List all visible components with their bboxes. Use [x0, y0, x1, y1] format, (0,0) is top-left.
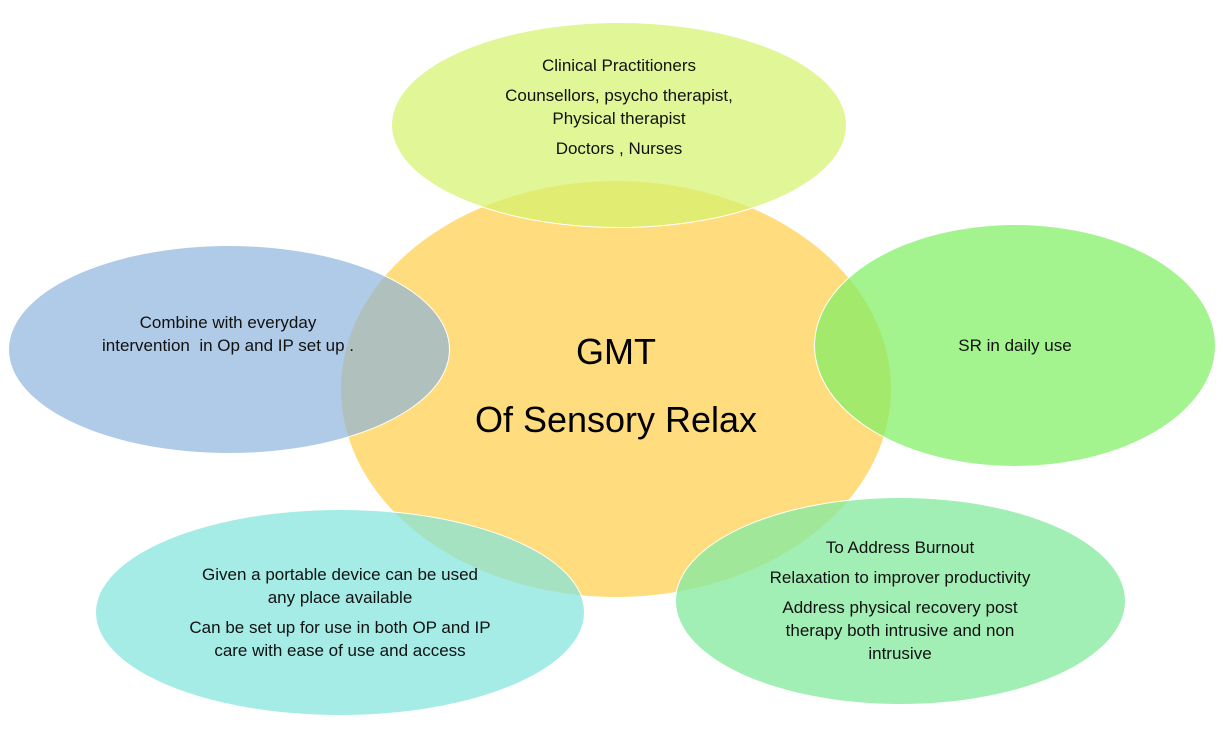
center-subtitle: Of Sensory Relax	[474, 399, 758, 440]
bottom-right-text-line: Relaxation to improver productivity	[769, 568, 1031, 587]
bottom-left-label: Given a portable device can be used any …	[120, 563, 560, 662]
bottom-left-ellipse-portable-device	[95, 509, 585, 716]
bottom-right-label: To Address Burnout Relaxation to improve…	[680, 536, 1120, 665]
right-ellipse-daily-use	[814, 224, 1216, 467]
bottom-left-text-line: Given a portable device can be used	[202, 565, 478, 584]
bottom-right-text-line: therapy both intrusive and non	[785, 621, 1015, 640]
left-label: Combine with everyday intervention in Op…	[38, 311, 418, 357]
center-label: GMT Of Sensory Relax	[475, 330, 757, 442]
bottom-right-text-line: Address physical recovery post	[782, 598, 1018, 617]
bottom-left-text-line: any place available	[267, 588, 413, 607]
top-ellipse-clinical-practitioners	[391, 22, 847, 228]
top-text-line: Physical therapist	[552, 109, 686, 128]
right-text-line: SR in daily use	[958, 336, 1072, 355]
top-text-line: Counsellors, psycho therapist,	[505, 86, 733, 105]
bottom-left-text-line: care with ease of use and access	[214, 641, 466, 660]
left-text-line: Combine with everyday	[139, 313, 317, 332]
bottom-right-ellipse-burnout	[675, 497, 1126, 705]
right-label: SR in daily use	[865, 334, 1165, 357]
bottom-right-text-line: To Address Burnout	[825, 538, 975, 557]
bottom-right-text-line: intrusive	[868, 644, 932, 663]
top-text-line: Doctors , Nurses	[555, 139, 683, 158]
top-heading: Clinical Practitioners	[542, 56, 696, 75]
left-ellipse-combine-intervention	[8, 245, 450, 454]
bottom-left-text-line: Can be set up for use in both OP and IP	[189, 618, 491, 637]
top-label: Clinical Practitioners Counsellors, psyc…	[419, 54, 819, 160]
center-title: GMT	[576, 331, 656, 372]
left-text-line: intervention in Op and IP set up .	[101, 336, 354, 355]
